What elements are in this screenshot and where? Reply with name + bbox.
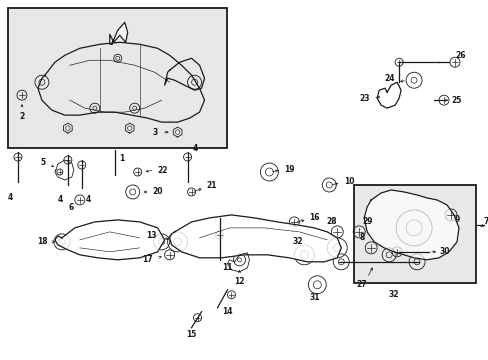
Polygon shape (169, 215, 341, 262)
Text: 9: 9 (453, 215, 459, 224)
Text: 5: 5 (41, 158, 45, 167)
Text: 2: 2 (20, 112, 24, 121)
Text: 6: 6 (68, 203, 73, 212)
Text: 32: 32 (388, 290, 399, 299)
Text: 4: 4 (57, 195, 62, 204)
Text: 1: 1 (119, 154, 124, 163)
Text: 17: 17 (142, 255, 153, 264)
Polygon shape (55, 220, 164, 260)
Text: 22: 22 (157, 166, 167, 175)
Text: 28: 28 (325, 217, 336, 226)
Text: 8: 8 (359, 233, 364, 242)
Text: 3: 3 (152, 127, 157, 136)
Polygon shape (109, 22, 127, 44)
Text: 19: 19 (284, 165, 294, 174)
Bar (353, 185, 475, 283)
Text: 4: 4 (86, 195, 91, 204)
Text: 32: 32 (291, 237, 302, 246)
Text: 31: 31 (308, 293, 319, 302)
Text: 10: 10 (343, 177, 354, 186)
Polygon shape (364, 190, 458, 260)
Text: 12: 12 (234, 277, 244, 286)
Text: 25: 25 (451, 96, 461, 105)
Text: 13: 13 (146, 231, 157, 240)
Text: 14: 14 (222, 307, 232, 316)
Text: 18: 18 (38, 237, 48, 246)
Text: 24: 24 (383, 74, 394, 83)
Text: 15: 15 (186, 330, 196, 339)
Text: 11: 11 (222, 263, 232, 272)
Text: 30: 30 (439, 247, 449, 256)
Text: 23: 23 (358, 94, 369, 103)
Text: 16: 16 (308, 213, 319, 222)
Text: 27: 27 (355, 280, 366, 289)
Text: 21: 21 (206, 181, 216, 190)
Text: 29: 29 (361, 217, 372, 226)
Text: 4: 4 (193, 144, 198, 153)
Text: 20: 20 (152, 188, 163, 197)
Text: 4: 4 (7, 193, 13, 202)
Text: 26: 26 (455, 51, 465, 60)
Text: 7: 7 (483, 217, 488, 226)
Bar (8, 8, 227, 148)
